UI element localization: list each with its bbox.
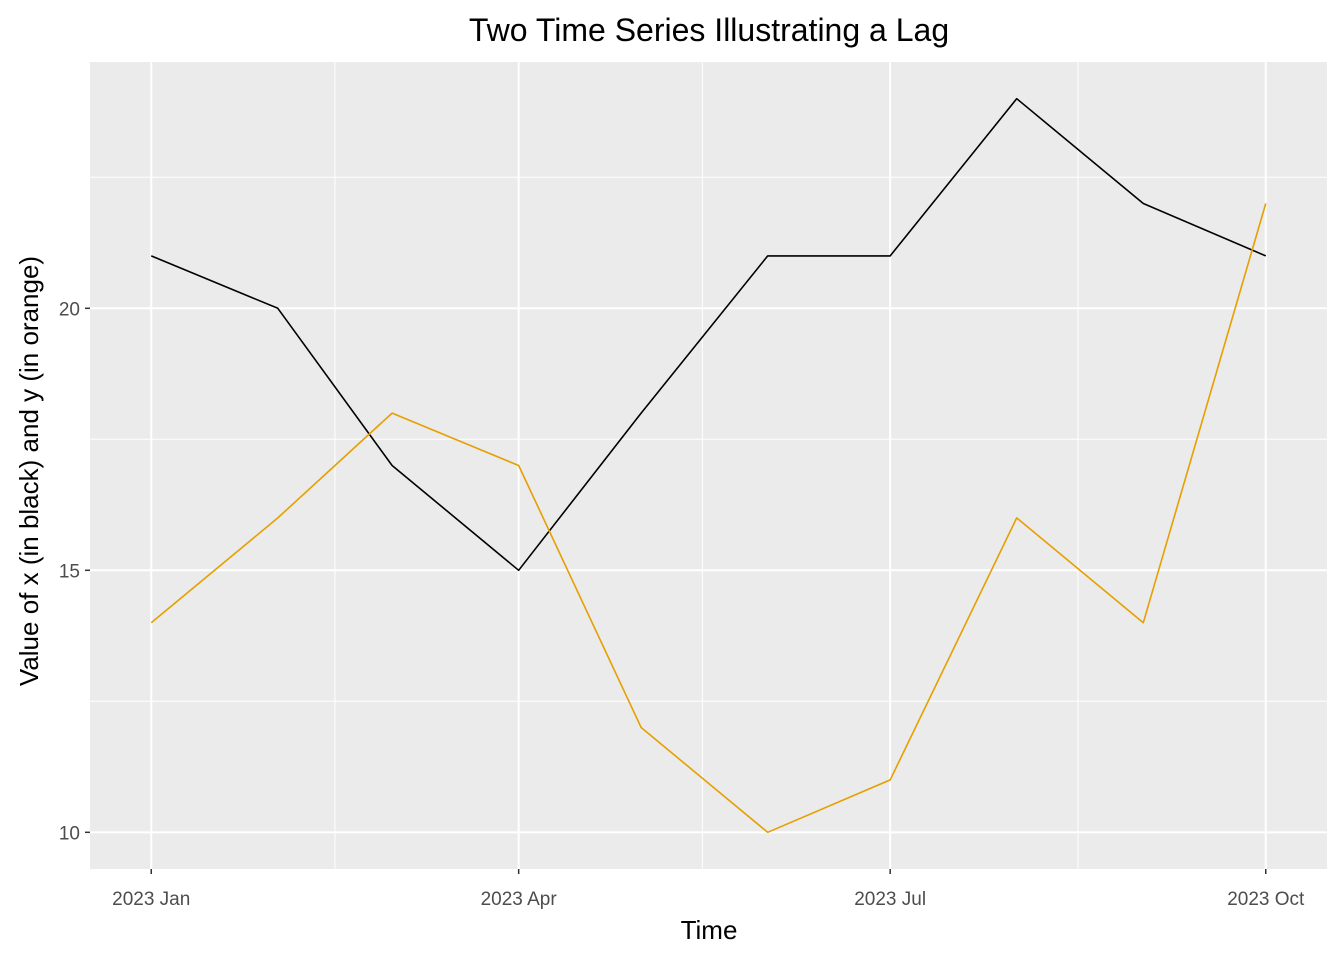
y-tick-label: 15 [59, 561, 80, 582]
y-axis: 10 15 20 [59, 299, 90, 844]
y-tick-label: 10 [59, 823, 80, 844]
series-lines [150, 97, 1267, 834]
x-axis-title: Time [681, 915, 738, 945]
series-line-2 [150, 203, 1267, 834]
chart-title: Two Time Series Illustrating a Lag [469, 12, 949, 48]
y-tick-label: 20 [59, 299, 80, 320]
x-tick-label: 2023 Jul [854, 889, 926, 910]
x-tick-label: 2023 Oct [1227, 889, 1305, 910]
minor-gridlines [90, 62, 1327, 869]
x-axis: 2023 Jan 2023 Apr 2023 Jul 2023 Oct [112, 869, 1305, 910]
x-tick-label: 2023 Jan [112, 889, 190, 910]
series-line-1 [150, 97, 1267, 572]
major-gridlines [90, 62, 1327, 869]
y-axis-title: Value of x (in black) and y (in orange) [14, 256, 44, 686]
plot-panel [90, 62, 1327, 869]
x-tick-label: 2023 Apr [481, 889, 558, 910]
